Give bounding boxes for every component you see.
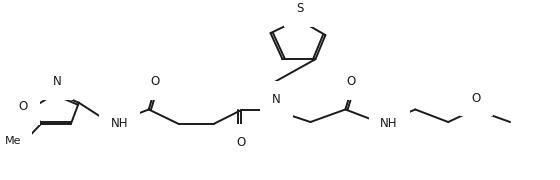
Text: NH: NH xyxy=(111,118,128,130)
Text: S: S xyxy=(296,2,303,15)
Text: N: N xyxy=(272,93,281,106)
Text: O: O xyxy=(347,75,356,88)
Text: O: O xyxy=(236,136,245,148)
Text: O: O xyxy=(18,100,28,113)
Text: O: O xyxy=(472,92,481,105)
Text: N: N xyxy=(53,75,61,88)
Text: O: O xyxy=(150,75,160,88)
Text: NH: NH xyxy=(380,118,398,130)
Text: Me: Me xyxy=(4,136,21,146)
